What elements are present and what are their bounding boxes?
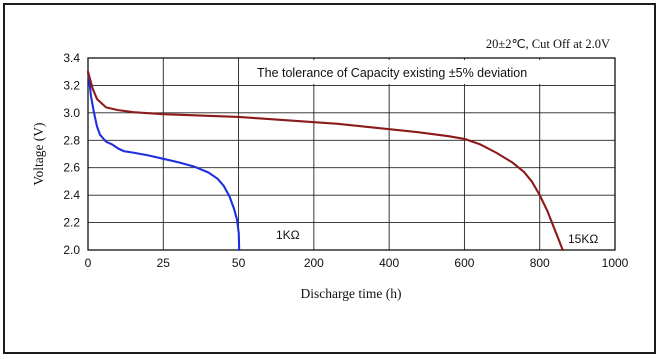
y-tick-label: 2.6 (63, 161, 80, 175)
x-tick-label: 600 (454, 256, 474, 270)
y-tick-label: 2.2 (63, 216, 80, 230)
x-tick-label: 1000 (602, 256, 629, 270)
y-tick-label: 3.0 (63, 106, 80, 120)
y-tick-label: 2.8 (63, 133, 80, 147)
x-tick-label: 200 (304, 256, 324, 270)
series-label-1k: 1KΩ (276, 228, 300, 242)
y-axis-label: Voltage (V) (31, 122, 46, 185)
y-tick-label: 3.4 (63, 51, 80, 65)
y-tick-labels: 2.0 2.2 2.4 2.6 2.8 3.0 3.2 3.4 (63, 51, 80, 257)
header-note: 20±2℃, Cut Off at 2.0V (486, 37, 610, 51)
series-line-0 (86, 70, 241, 252)
x-tick-label: 25 (157, 256, 171, 270)
y-tick-label: 3.2 (63, 78, 80, 92)
x-tick-label: 50 (232, 256, 246, 270)
annotation-box (250, 60, 612, 84)
tolerance-annotation: The tolerance of Capacity existing ±5% d… (257, 66, 527, 80)
x-tick-label: 400 (379, 256, 399, 270)
y-tick-label: 2.0 (63, 243, 80, 257)
x-tick-label: 0 (85, 256, 92, 270)
x-tick-label: 800 (530, 256, 550, 270)
plot-area-border (87, 57, 616, 251)
x-axis-label: Discharge time (h) (301, 286, 402, 301)
series-line-1 (86, 70, 564, 252)
y-tick-label: 2.4 (63, 188, 80, 202)
grid-lines (88, 58, 615, 250)
x-tick-labels: 0 25 50 200 400 600 800 1000 (85, 256, 629, 270)
series-lines (86, 70, 564, 252)
series-label-15k: 15KΩ (568, 232, 598, 246)
